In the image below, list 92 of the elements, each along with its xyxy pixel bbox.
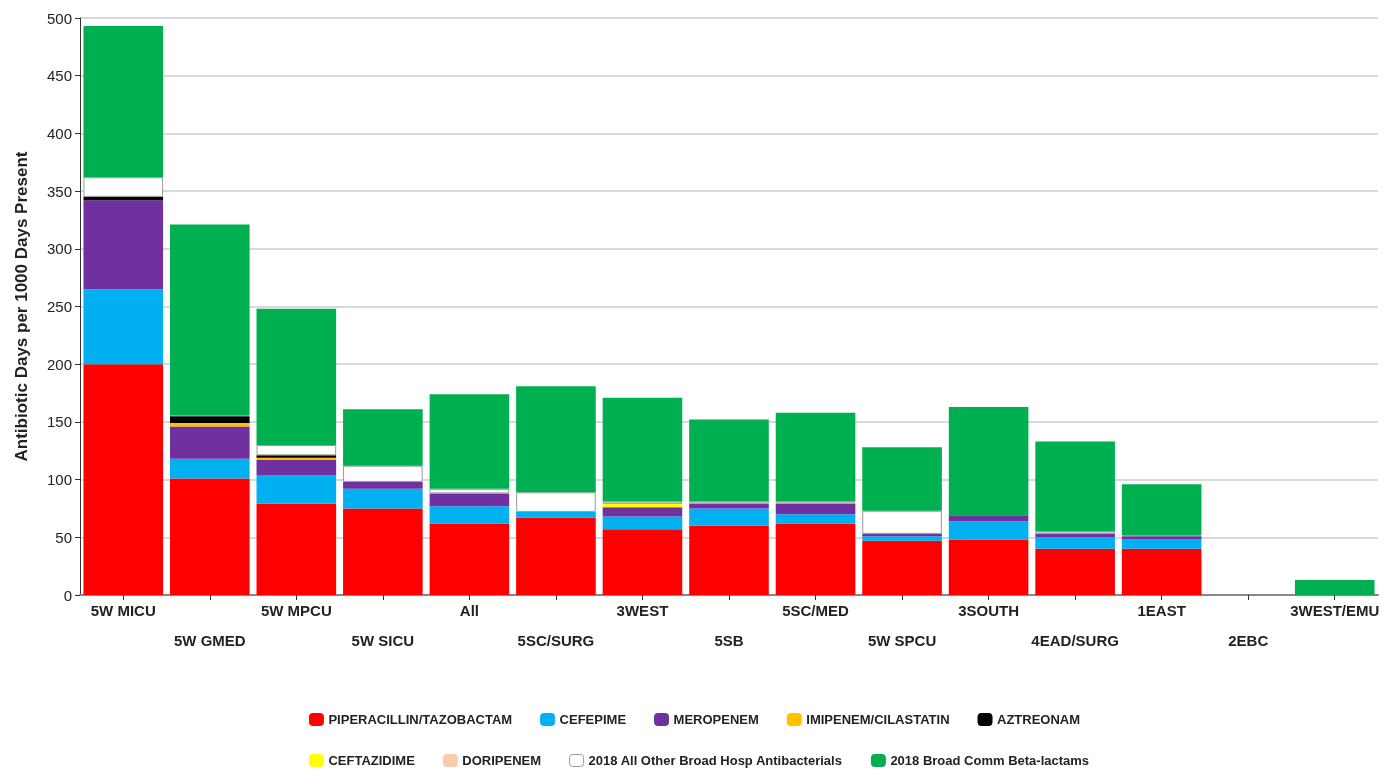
bar	[775, 514, 856, 524]
legend-label: AZTREONAM	[997, 712, 1081, 727]
x-tick-label: All	[459, 602, 479, 619]
bar	[1035, 441, 1115, 532]
bar	[862, 510, 942, 534]
bar	[1294, 580, 1375, 595]
bar	[169, 478, 250, 595]
bar	[602, 529, 683, 595]
x-tick-label: 5SB	[714, 632, 744, 649]
y-tick-label: 100	[46, 471, 72, 489]
bar	[256, 308, 337, 445]
y-tick-label: 50	[55, 528, 72, 546]
bar	[689, 508, 769, 526]
bar	[169, 458, 250, 479]
bar	[516, 386, 596, 493]
y-tick-label: 400	[46, 124, 72, 142]
bar	[948, 406, 1029, 516]
x-tick-label: 5W MPCU	[260, 602, 332, 619]
bar	[429, 506, 510, 524]
y-tick-label: 300	[46, 240, 72, 258]
y-tick-label: 500	[46, 9, 72, 27]
bar	[948, 515, 1029, 522]
x-tick-label: 5W MICU	[90, 602, 156, 619]
legend-label: 2018 All Other Broad Hosp Antibacterials	[588, 753, 842, 768]
bar	[343, 488, 423, 509]
bar	[862, 447, 942, 511]
y-tick-label: 250	[46, 298, 72, 315]
bar	[83, 200, 164, 290]
bar	[343, 409, 423, 466]
x-tick-label: 5SC/MED	[782, 602, 850, 619]
bar	[862, 536, 942, 541]
bar	[1121, 484, 1202, 535]
legend-label: CEFTAZIDIME	[328, 753, 416, 768]
bar	[602, 516, 683, 530]
y-tick-label: 350	[46, 182, 72, 200]
x-tick-label: 3SOUTH	[958, 602, 1020, 619]
bar	[1121, 548, 1202, 595]
x-tick-label: 5SC/SURG	[517, 632, 595, 649]
bar	[1035, 548, 1115, 595]
bar	[862, 540, 942, 595]
x-tick-label: 1EAST	[1137, 602, 1186, 619]
bar	[429, 488, 510, 494]
x-tick-label: 5W SPCU	[867, 632, 937, 649]
bar	[256, 459, 337, 475]
x-tick-label: 3WEST/EMU	[1290, 602, 1380, 619]
bar	[948, 539, 1029, 595]
bar	[1121, 539, 1202, 549]
bar	[169, 416, 250, 424]
bar	[343, 508, 423, 595]
bar	[602, 397, 683, 502]
bar	[169, 224, 250, 415]
bar	[256, 503, 337, 595]
bar	[516, 517, 596, 595]
legend-label: DORIPENEM	[462, 753, 542, 768]
legend-label: PIPERACILLIN/TAZOBACTAM	[328, 712, 513, 727]
bar	[343, 481, 423, 489]
bar	[1035, 537, 1115, 549]
bar	[83, 289, 164, 365]
bar	[83, 364, 164, 595]
legend-label: MEROPENEM	[673, 712, 759, 727]
bar	[429, 523, 510, 595]
x-tick-label: 2EBC	[1228, 632, 1269, 649]
bar	[516, 511, 596, 518]
bar	[775, 503, 856, 515]
x-tick-label: 5W GMED	[173, 632, 246, 649]
bar	[689, 525, 769, 595]
legend-label: IMIPENEM/CILASTATIN	[806, 712, 950, 727]
y-axis-title: Antibiotic Days per 1000 Days Present	[12, 151, 31, 462]
bar	[83, 26, 164, 178]
bar	[256, 444, 337, 456]
x-tick-label: 4EAD/SURG	[1031, 632, 1119, 649]
bar	[948, 521, 1029, 540]
bar	[429, 394, 510, 489]
legend-label: 2018 Broad Comm Beta-lactams	[890, 753, 1090, 768]
bar	[775, 523, 856, 595]
x-tick-label: 5W SICU	[351, 632, 415, 649]
y-tick-label: 450	[46, 67, 72, 85]
bar	[83, 177, 164, 197]
bar	[256, 474, 337, 504]
bar	[169, 423, 250, 427]
bar	[775, 412, 856, 502]
bar	[169, 426, 250, 459]
bar	[343, 465, 423, 482]
y-tick-label: 200	[46, 355, 72, 373]
bar	[516, 492, 596, 512]
bar	[429, 493, 510, 507]
y-tick-label: 0	[63, 586, 72, 604]
legend-label: CEFEPIME	[559, 712, 627, 727]
x-tick-label: 3WEST	[616, 602, 669, 619]
y-tick-label: 150	[46, 413, 72, 431]
bar	[602, 507, 683, 517]
bar	[689, 419, 769, 502]
